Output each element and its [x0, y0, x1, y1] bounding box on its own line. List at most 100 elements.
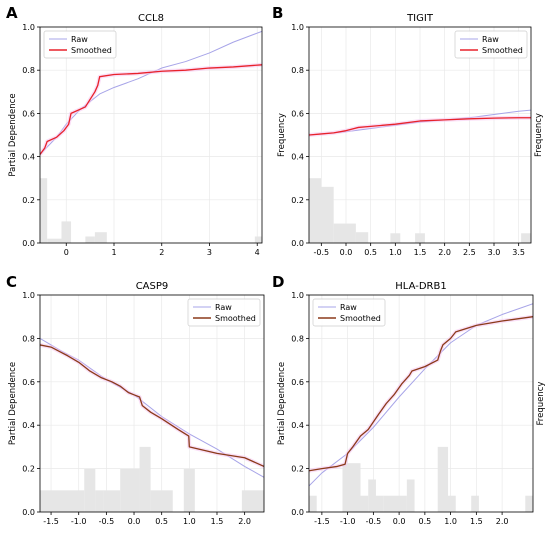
x-tick-label: 2.5 [463, 248, 476, 257]
y-tick-label: 0.6 [291, 378, 304, 387]
x-tick-label: 2 [159, 248, 164, 257]
panel-letter: C [6, 273, 17, 291]
legend-label: Smoothed [340, 314, 381, 323]
histogram-bar [139, 446, 151, 512]
histogram-bar [321, 186, 334, 243]
smoothed-series-line [309, 316, 533, 472]
x-tick-label: -1.5 [43, 517, 59, 526]
histogram-bar [94, 232, 107, 243]
y-tick-label: 0.0 [22, 508, 35, 517]
y-tick-label: 0.6 [22, 378, 35, 387]
legend: Raw Smoothed [43, 30, 117, 59]
chart-panel-c: C -1.5 -1.0 -0.5 0.0 0.5 1.0 1.5 2.0 0.0 0.2 0.4 0.6… [6, 273, 265, 526]
legend-label: Smoothed [215, 314, 256, 323]
histogram-bar [360, 495, 369, 512]
axes-frame [39, 294, 265, 513]
histogram-bar [375, 495, 384, 512]
x-tick-label: 0.0 [340, 248, 353, 257]
y-tick-label: 0.2 [22, 196, 35, 205]
x-tick-label: -0.5 [314, 248, 330, 257]
x-tick-label: 1 [111, 248, 116, 257]
histogram-bar [85, 236, 95, 243]
x-tick-label: -0.5 [99, 517, 115, 526]
y-axis-label: Frequency [277, 113, 287, 157]
histogram-bar [40, 178, 48, 243]
x-tick-label: 0.5 [418, 517, 431, 526]
x-tick-label: 1.5 [211, 517, 224, 526]
histogram-bar [368, 479, 376, 512]
axes-frame [308, 294, 534, 513]
panel-letter: B [272, 4, 283, 22]
histogram-bar [95, 490, 104, 512]
histogram-bar [150, 490, 162, 512]
x-tick-label: 0 [64, 248, 69, 257]
raw-series-line [309, 303, 533, 487]
x-tick-label: 0.5 [364, 248, 377, 257]
legend-label: Raw [215, 303, 232, 312]
x-tick-label: 1.0 [444, 517, 457, 526]
legend-label: Raw [482, 35, 499, 44]
chart-title: CCL8 [138, 13, 164, 24]
y-tick-label: 0.0 [22, 239, 35, 248]
histogram-bar [40, 490, 85, 512]
chart-title: TIGIT [406, 13, 434, 24]
histogram-bar [355, 232, 369, 243]
legend-box [312, 298, 386, 327]
histogram-bar [415, 233, 425, 243]
y-tick-label: 0.0 [291, 239, 304, 248]
histogram-bar [406, 479, 415, 512]
x-tick-label: -1.5 [314, 517, 330, 526]
histogram-bar [309, 178, 322, 243]
histogram-bar [383, 495, 407, 512]
histogram-bar [47, 238, 62, 243]
plot-area [309, 109, 531, 243]
chart-title: HLA-DRB1 [395, 281, 446, 292]
x-tick-label: -1.0 [340, 517, 356, 526]
histogram-bar [333, 223, 346, 243]
legend-box [43, 30, 117, 59]
histogram-bar [84, 468, 96, 512]
histogram-bar [120, 468, 140, 512]
panel-letter: A [6, 4, 18, 22]
legend-label: Smoothed [482, 46, 523, 55]
legend: Raw Smoothed [187, 298, 261, 327]
x-tick-label: -1.0 [71, 517, 87, 526]
y-tick-label: 1.0 [291, 23, 304, 32]
y-axis-label: Partial Dependence [8, 93, 18, 176]
x-tick-label: 2.0 [238, 517, 251, 526]
right-axis-label: Frequency [534, 113, 544, 157]
legend-label: Raw [71, 35, 88, 44]
legend-label: Raw [340, 303, 357, 312]
y-tick-label: 0.0 [291, 508, 304, 517]
x-tick-label: 3.5 [512, 248, 525, 257]
smoothed-series-line [40, 344, 264, 468]
y-axis-label: Partial Dependence [8, 362, 18, 445]
legend-label: Smoothed [71, 46, 112, 55]
y-tick-label: 0.4 [22, 153, 35, 162]
x-tick-label: 0.0 [393, 517, 406, 526]
histogram-bar [448, 495, 456, 512]
legend: Raw Smoothed [312, 298, 386, 327]
chart-title: CASP9 [136, 281, 169, 292]
chart-panel-b: B -0.5 0.0 0.5 1.0 1.5 2.0 2.5 3.0 3.5 0.0 0.2 0.4 0.… [272, 4, 544, 257]
x-tick-label: 0.0 [128, 517, 141, 526]
x-tick-label: 3.0 [488, 248, 501, 257]
histogram-bar [103, 490, 121, 512]
y-tick-label: 0.4 [291, 421, 304, 430]
x-tick-label: 4 [255, 248, 260, 257]
smoothed-series-line [40, 64, 262, 155]
histogram-bar [254, 236, 262, 243]
x-tick-label: 0.5 [155, 517, 168, 526]
histogram-bar [346, 223, 356, 243]
right-axis-label: Frequency [536, 382, 546, 426]
histogram-bar [183, 468, 195, 512]
y-tick-label: 0.2 [291, 465, 304, 474]
x-tick-label: -0.5 [366, 517, 382, 526]
histogram-bar [241, 490, 264, 512]
x-tick-label: 1.0 [183, 517, 196, 526]
chart-panel-a: A 0 1 2 3 4 0.0 0.2 0.4 0.6 0.8 1.0 CCL8 Partial Depe… [6, 4, 263, 257]
y-tick-label: 0.6 [22, 109, 35, 118]
y-axis-label: Partial Dependence [277, 362, 287, 445]
histogram-bar [471, 495, 479, 512]
